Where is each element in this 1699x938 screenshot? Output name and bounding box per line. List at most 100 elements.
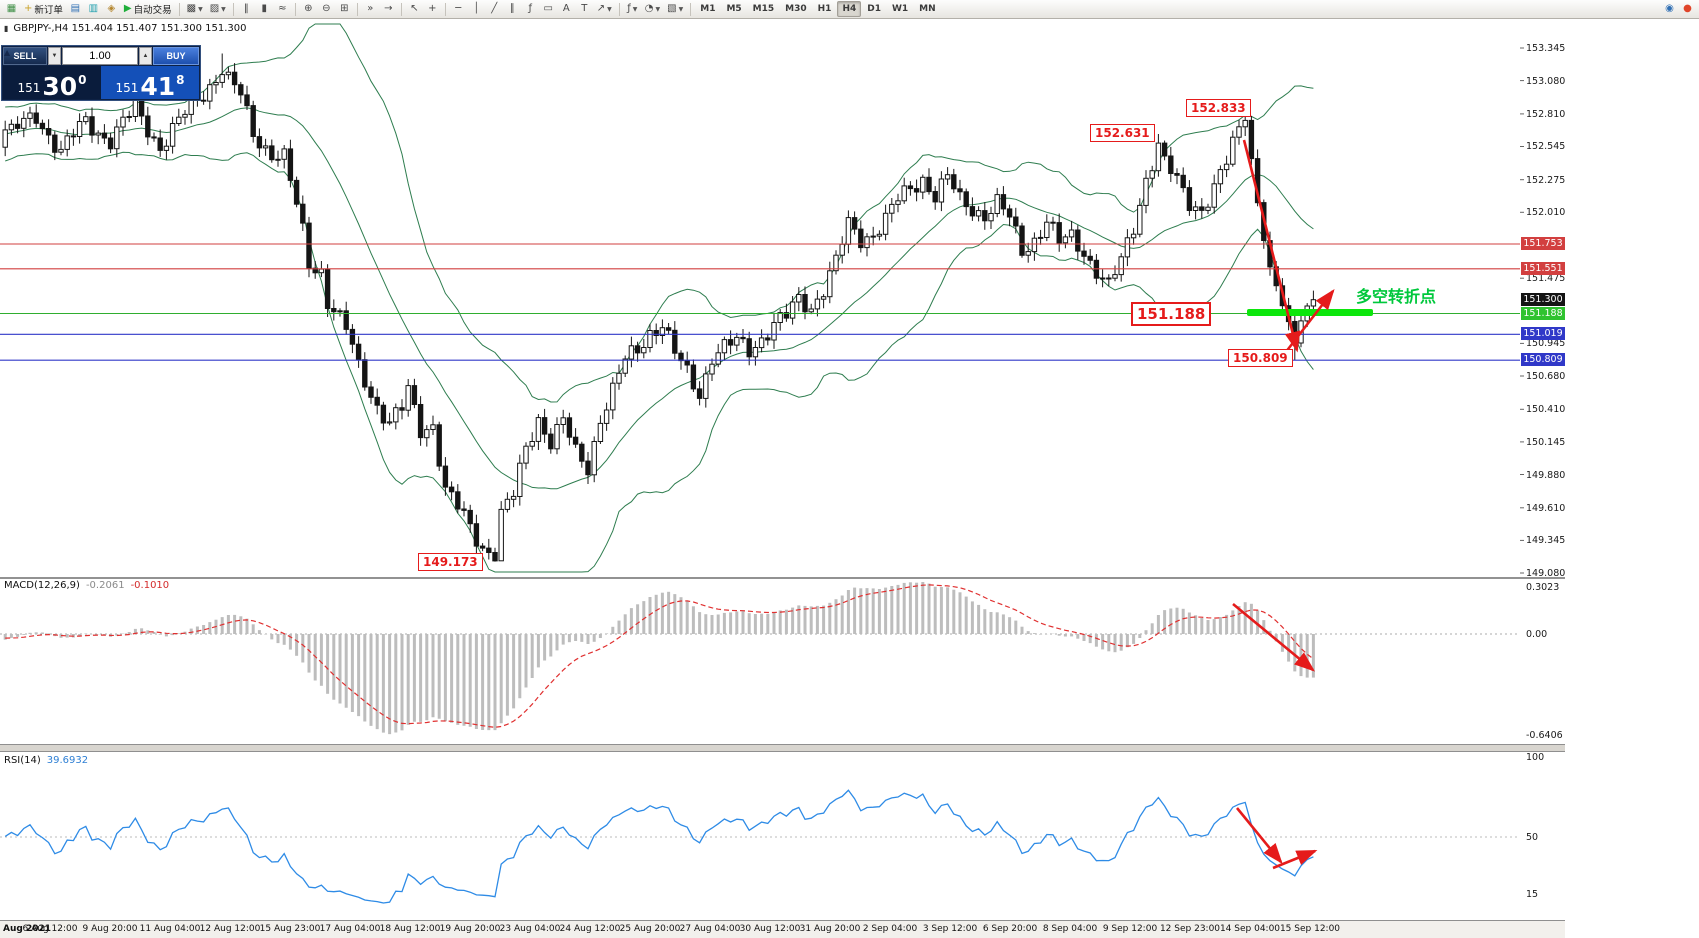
time-axis[interactable]: Aug 2021 6 Aug 12:00 9 Aug 20:00 11 Aug 04:…	[0, 921, 1565, 938]
panel-separator[interactable]	[0, 577, 1565, 579]
time-axis-label: 12 Sep 23:00	[1159, 924, 1221, 934]
time-axis-label: 8 Sep 04:00	[1042, 924, 1098, 934]
price-tag-151.300: 151.300	[1521, 292, 1565, 306]
zoom-out-button[interactable]: ⊖	[318, 1, 335, 17]
turning-point-note[interactable]: 多空转折点	[1356, 287, 1437, 306]
sell-button[interactable]: SELL	[3, 47, 47, 65]
volume-decrease-button[interactable]: ▼	[48, 47, 61, 65]
timeframe-m5[interactable]: M5	[726, 4, 742, 14]
price-scale[interactable]: 153.345 153.080 152.810 152.545 152.275 152.0…	[1519, 19, 1581, 920]
price-annotation-150.809[interactable]: 150.809	[1228, 349, 1293, 368]
rsi-axis-label: 100	[1526, 752, 1545, 763]
annotation-arrow[interactable]	[1272, 849, 1318, 870]
volume-increase-button[interactable]: ▲	[139, 47, 152, 65]
panel-separator[interactable]	[0, 744, 1565, 752]
buy-price[interactable]: 151 41 8	[101, 66, 199, 99]
timeframe-h1[interactable]: H1	[817, 4, 832, 14]
live-update-icon[interactable]: ●	[1679, 1, 1696, 17]
annotation-arrow[interactable]	[1242, 139, 1301, 353]
text-button[interactable]: A	[558, 1, 575, 17]
zoom-out-button-glyph: ⊖	[322, 3, 331, 14]
community-icon[interactable]: ◉	[1661, 1, 1678, 17]
price-annotation-152.833[interactable]: 152.833	[1186, 99, 1251, 118]
bollinger-upper-band	[5, 23, 1314, 403]
macd-axis-label: -0.6406	[1526, 730, 1563, 741]
tile-windows-button-glyph: ⊞	[340, 3, 349, 14]
equidistant-channel-button-glyph: ∥	[509, 3, 515, 14]
auto-scroll-button[interactable]: »	[362, 1, 379, 17]
text-label-button-glyph: T	[581, 3, 588, 14]
autotrading-button[interactable]: ▶ 自动交易	[121, 1, 175, 17]
time-axis-label: 19 Aug 20:00	[439, 924, 501, 934]
annotation-arrow[interactable]	[1232, 602, 1316, 672]
bollinger-lower-band	[5, 151, 1314, 573]
annotation-arrow[interactable]	[1235, 807, 1283, 865]
toolbar-separator	[444, 2, 446, 16]
text-label-button[interactable]: T	[576, 1, 593, 17]
price-axis-label: 152.010	[1526, 207, 1566, 219]
market-watch-icon[interactable]: ▤	[67, 1, 84, 17]
price-annotation-149.173[interactable]: 149.173	[418, 553, 483, 572]
turning-point-highlight[interactable]	[1247, 309, 1373, 316]
rsi-indicator-label: RSI(14) 39.6932	[4, 755, 88, 766]
timeframe-m30[interactable]: M30	[785, 4, 807, 14]
arrows-button[interactable]: ↗ ▼	[594, 1, 615, 17]
crosshair-button[interactable]: +	[424, 1, 441, 17]
templates-menu-button[interactable]: ▧ ▼	[664, 1, 686, 17]
horizontal-line-button[interactable]: ─	[450, 1, 467, 17]
timeframe-m1[interactable]: M1	[700, 4, 716, 14]
price-annotation-151.188[interactable]: 151.188	[1131, 302, 1212, 326]
profiles-button[interactable]: ▨ ▼	[207, 1, 229, 17]
vertical-line-button-glyph: │	[473, 3, 480, 14]
rsi-axis-label: 50	[1526, 832, 1539, 843]
indicators-menu-button[interactable]: ƒ ▼	[624, 1, 641, 17]
timeframe-m15[interactable]: M15	[752, 4, 775, 14]
buy-button[interactable]: BUY	[153, 47, 199, 65]
navigator-icon[interactable]: ◈	[103, 1, 120, 17]
volume-input[interactable]	[62, 47, 138, 65]
terminal-window-icon-glyph: ▦	[6, 3, 17, 14]
chart-shift-button[interactable]: →	[380, 1, 397, 17]
time-axis-label: 27 Aug 04:00	[679, 924, 741, 934]
bar-chart-button[interactable]: ‖	[238, 1, 255, 17]
horizontal-line-button-glyph: ─	[455, 3, 462, 14]
candlestick-chart-button[interactable]: ▮	[256, 1, 273, 17]
price-axis-label: 149.080	[1526, 568, 1566, 579]
equidistant-channel-button[interactable]: ∥	[504, 1, 521, 17]
vertical-line-button[interactable]: │	[468, 1, 485, 17]
line-chart-button[interactable]: ≈	[274, 1, 291, 17]
sell-price[interactable]: 151 30 0	[3, 66, 101, 99]
fibonacci-button[interactable]: ƒ	[522, 1, 539, 17]
timeframe-h4[interactable]: H4	[837, 1, 862, 17]
timeframe-mn[interactable]: MN	[919, 4, 936, 14]
auto-scroll-button-glyph: »	[367, 3, 374, 14]
periods-menu-button[interactable]: ◔ ▼	[642, 1, 663, 17]
rectangle-button-glyph: ▭	[543, 3, 553, 14]
time-axis-label: 15 Sep 12:00	[1279, 924, 1341, 934]
price-axis-label: 149.610	[1526, 502, 1566, 514]
data-window-icon[interactable]: ▥	[85, 1, 102, 17]
tile-windows-button[interactable]: ⊞	[336, 1, 353, 17]
one-click-collapse-icon[interactable]: ▲	[4, 48, 11, 57]
new-order-button[interactable]: + 新订单	[21, 1, 66, 17]
price-annotation-152.631[interactable]: 152.631	[1090, 124, 1155, 143]
zoom-in-button[interactable]: ⊕	[300, 1, 317, 17]
cursor-button[interactable]: ↖	[406, 1, 423, 17]
toolbar-separator	[178, 2, 180, 16]
rsi-title: RSI(14)	[4, 755, 41, 766]
rectangle-button[interactable]: ▭	[540, 1, 557, 17]
timeframe-w1[interactable]: W1	[891, 4, 909, 14]
time-axis-label: 25 Aug 20:00	[619, 924, 681, 934]
new-order-button-label: 新订单	[34, 5, 63, 16]
terminal-window-icon[interactable]: ▦	[3, 1, 20, 17]
timeframe-d1[interactable]: D1	[867, 4, 881, 14]
time-axis-label: 18 Aug 12:00	[379, 924, 441, 934]
fibonacci-button-glyph: ƒ	[528, 3, 533, 14]
annotation-arrow[interactable]	[1280, 288, 1335, 358]
new-chart-button[interactable]: ▩ ▼	[184, 1, 206, 17]
trendline-button[interactable]: ╱	[486, 1, 503, 17]
price-axis-label: 149.880	[1526, 469, 1566, 481]
templates-menu-button-glyph: ▧	[667, 3, 677, 14]
